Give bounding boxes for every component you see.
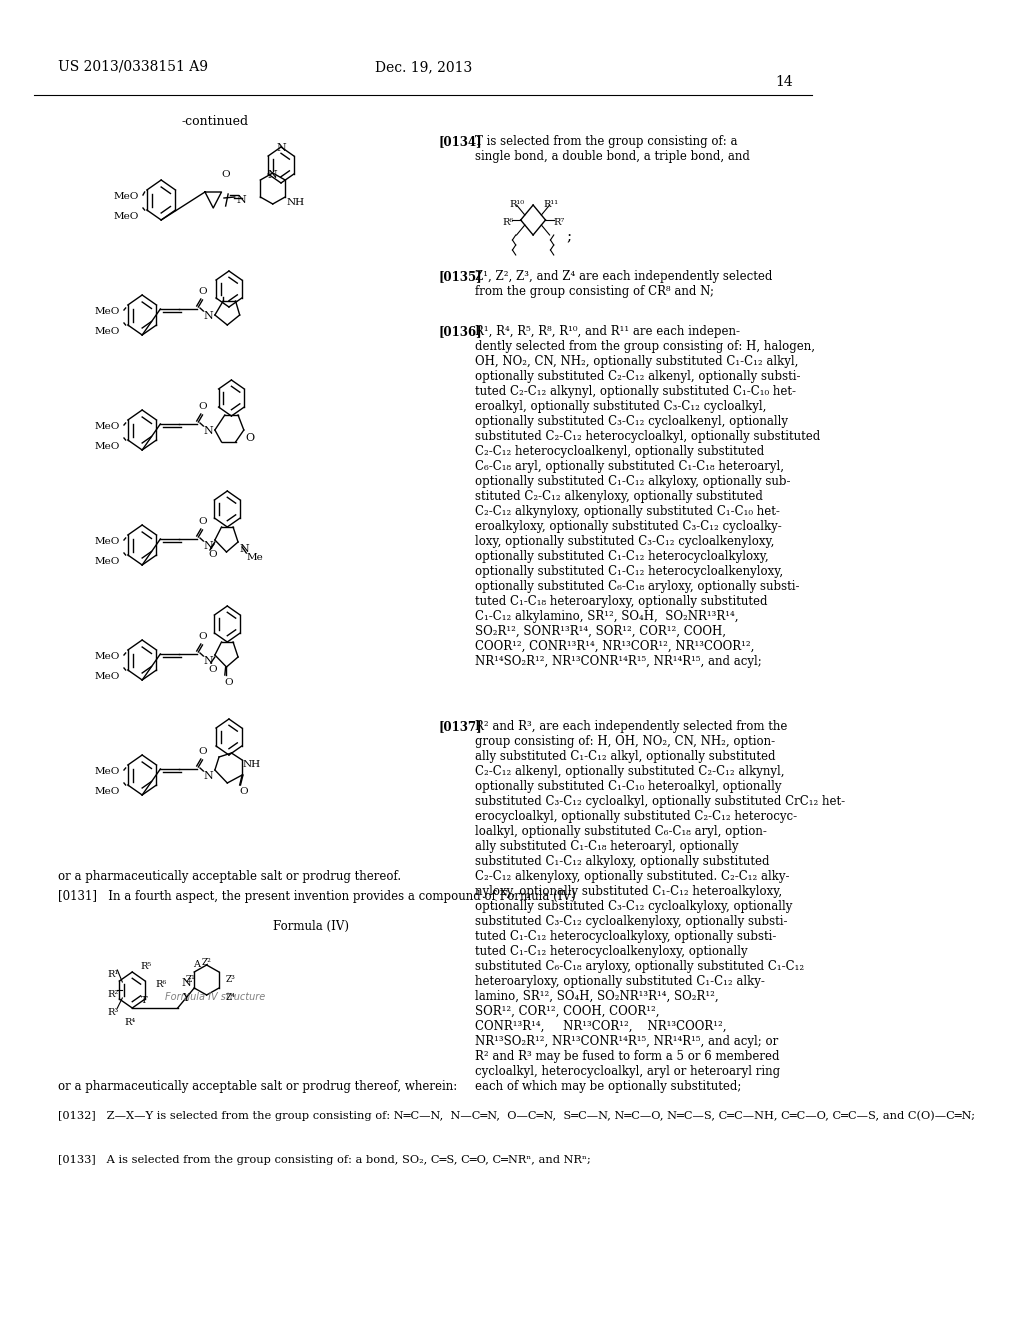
- Text: Z¹: Z¹: [186, 975, 196, 983]
- Text: -continued: -continued: [181, 115, 249, 128]
- Text: ;: ;: [566, 230, 571, 244]
- Text: N: N: [268, 170, 278, 180]
- Text: R¹: R¹: [108, 970, 119, 979]
- Text: T: T: [141, 997, 147, 1005]
- Text: MeO: MeO: [94, 652, 120, 661]
- Text: MeO: MeO: [94, 442, 120, 451]
- Text: Z²: Z²: [202, 958, 212, 968]
- Text: R¹¹: R¹¹: [544, 201, 559, 209]
- Text: [0134]: [0134]: [438, 135, 481, 148]
- Text: R⁵: R⁵: [140, 962, 152, 972]
- Text: [0136]: [0136]: [438, 325, 481, 338]
- Text: N: N: [240, 544, 250, 554]
- Text: R⁶: R⁶: [503, 218, 514, 227]
- Text: MeO: MeO: [94, 672, 120, 681]
- Text: O: O: [199, 632, 207, 642]
- Text: R⁴: R⁴: [124, 1018, 135, 1027]
- Text: Me: Me: [247, 553, 263, 562]
- Text: R³: R³: [108, 1008, 119, 1016]
- Text: O: O: [199, 286, 207, 296]
- Text: N: N: [204, 771, 213, 781]
- Text: MeO: MeO: [94, 422, 120, 432]
- Text: [0132]   Z—X—Y is selected from the group consisting of: N═C—N,  N—C═N,  O—C═N, : [0132] Z—X—Y is selected from the group …: [57, 1110, 975, 1121]
- Text: N: N: [204, 312, 213, 321]
- Text: Z³: Z³: [225, 975, 236, 983]
- Text: O: O: [225, 678, 233, 686]
- Text: MeO: MeO: [94, 308, 120, 315]
- Text: R¹⁰: R¹⁰: [509, 201, 524, 209]
- Text: MeO: MeO: [94, 327, 120, 337]
- Text: N: N: [237, 195, 246, 205]
- Text: N: N: [276, 143, 286, 153]
- Text: R² and R³, are each independently selected from the
group consisting of: H, OH, : R² and R³, are each independently select…: [475, 719, 846, 1093]
- Text: R²: R²: [108, 990, 119, 999]
- Text: O: O: [208, 550, 217, 558]
- Text: O: O: [199, 403, 207, 411]
- Text: MeO: MeO: [94, 557, 120, 566]
- Text: Dec. 19, 2013: Dec. 19, 2013: [375, 59, 472, 74]
- Text: US 2013/0338151 A9: US 2013/0338151 A9: [57, 59, 208, 74]
- Text: Formula (IV): Formula (IV): [272, 920, 349, 933]
- Text: Formula IV structure: Formula IV structure: [165, 993, 265, 1002]
- Text: R¹, R⁴, R⁵, R⁸, R¹⁰, and R¹¹ are each indepen-
dently selected from the group co: R¹, R⁴, R⁵, R⁸, R¹⁰, and R¹¹ are each in…: [475, 325, 820, 668]
- Text: NH: NH: [242, 760, 260, 770]
- Text: O: O: [199, 747, 207, 756]
- Text: MeO: MeO: [94, 787, 120, 796]
- Text: O: O: [208, 665, 217, 675]
- Text: [0135]: [0135]: [438, 271, 481, 282]
- Text: R⁷: R⁷: [554, 218, 565, 227]
- Text: 14: 14: [776, 75, 794, 88]
- Text: Y: Y: [182, 993, 189, 1003]
- Text: O: O: [199, 517, 207, 525]
- Text: or a pharmaceutically acceptable salt or prodrug thereof.: or a pharmaceutically acceptable salt or…: [57, 870, 401, 883]
- Text: [0137]: [0137]: [438, 719, 481, 733]
- Text: [0133]   A is selected from the group consisting of: a bond, SO₂, C═S, C═O, C═NR: [0133] A is selected from the group cons…: [57, 1155, 591, 1166]
- Text: N: N: [204, 426, 213, 436]
- Text: O: O: [246, 433, 255, 444]
- Text: [0131]   In a fourth aspect, the present invention provides a compound of Formul: [0131] In a fourth aspect, the present i…: [57, 890, 575, 903]
- Text: N: N: [182, 978, 191, 987]
- Text: or a pharmaceutically acceptable salt or prodrug thereof, wherein:: or a pharmaceutically acceptable salt or…: [57, 1080, 457, 1093]
- Text: MeO: MeO: [114, 213, 138, 220]
- Text: R⁶: R⁶: [156, 979, 167, 989]
- Text: O: O: [240, 787, 248, 796]
- Text: MeO: MeO: [94, 767, 120, 776]
- Text: T is selected from the group consisting of: a
single bond, a double bond, a trip: T is selected from the group consisting …: [475, 135, 751, 162]
- Text: Z¹, Z², Z³, and Z⁴ are each independently selected
from the group consisting of : Z¹, Z², Z³, and Z⁴ are each independentl…: [475, 271, 773, 298]
- Text: O: O: [221, 170, 230, 180]
- Text: MeO: MeO: [94, 537, 120, 546]
- Text: N: N: [204, 656, 213, 667]
- Text: A: A: [193, 960, 200, 969]
- Text: N: N: [204, 541, 213, 550]
- Text: Z⁴: Z⁴: [225, 993, 236, 1002]
- Text: NH: NH: [287, 198, 305, 207]
- Text: MeO: MeO: [114, 191, 138, 201]
